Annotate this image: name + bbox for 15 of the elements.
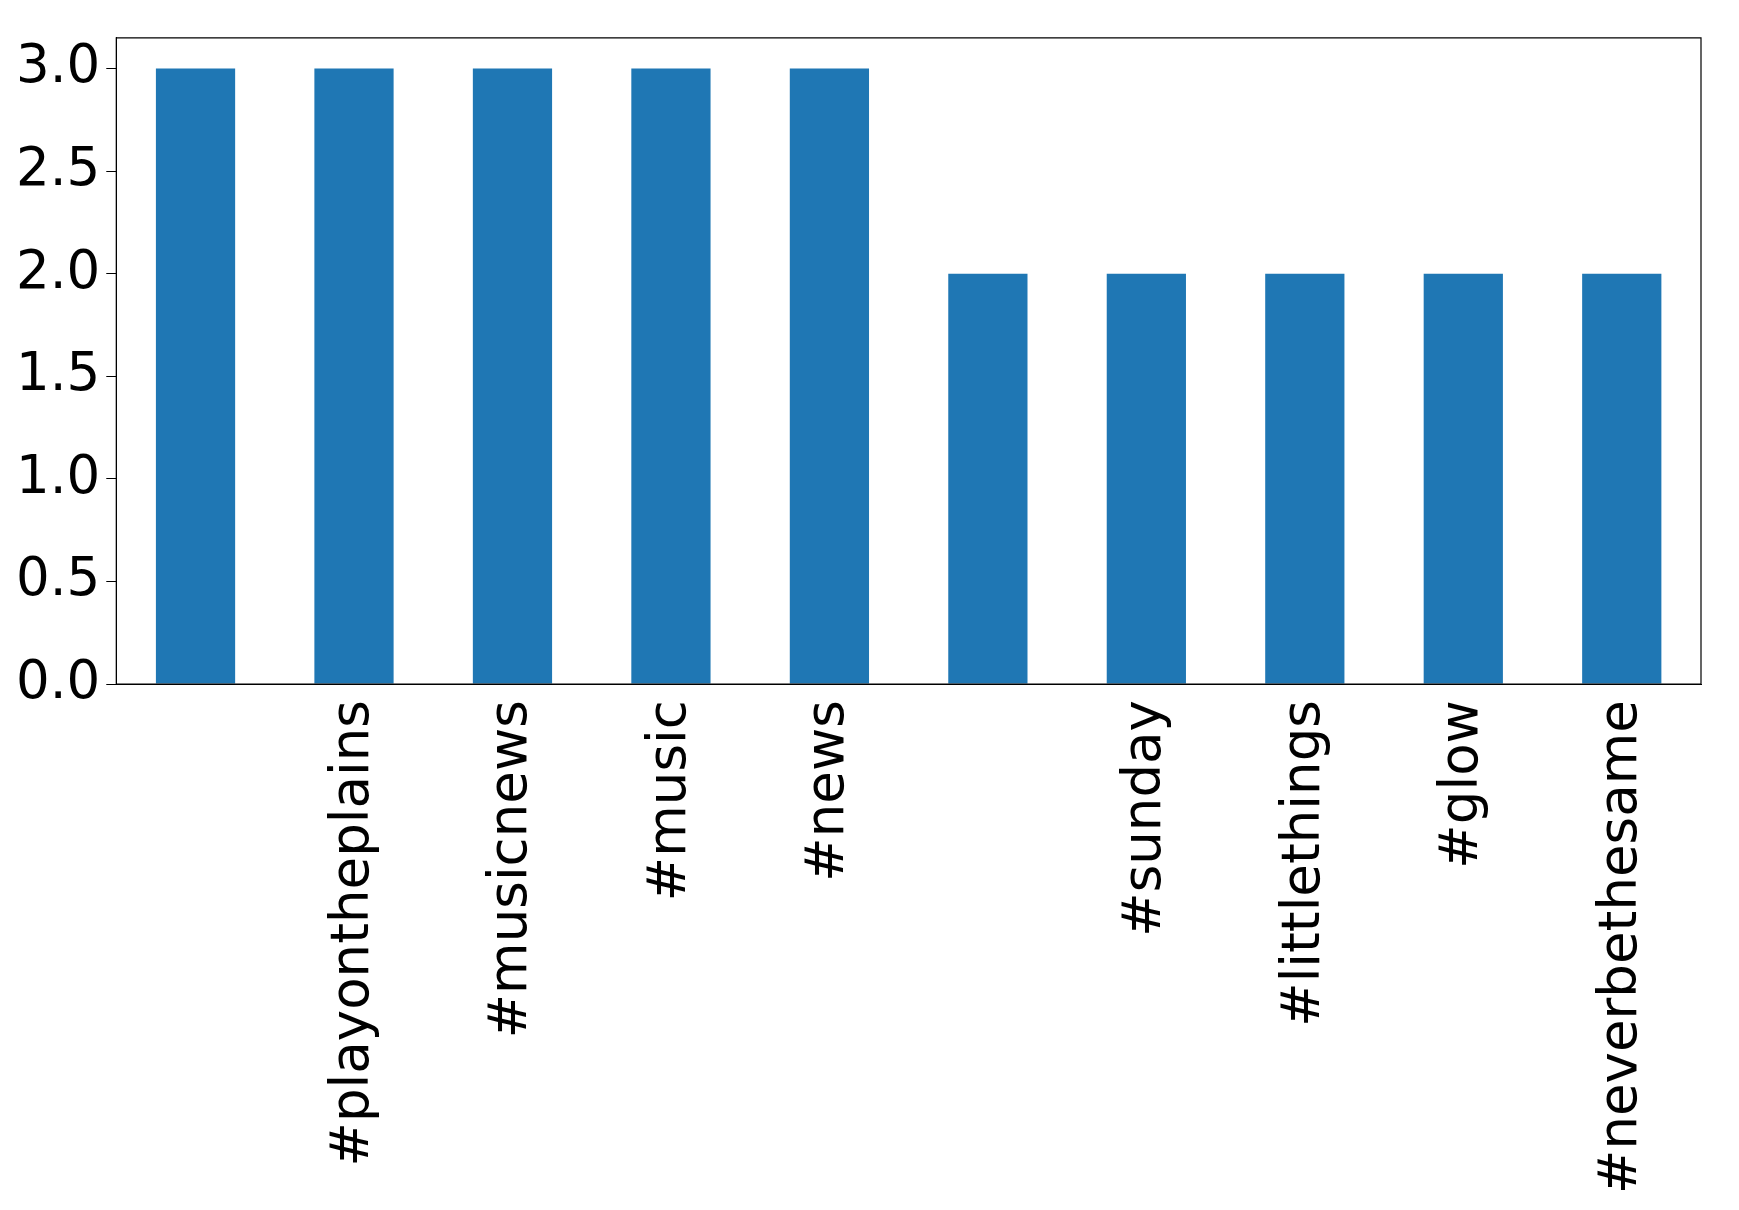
y-tick-label: 2.5 [15, 135, 101, 197]
x-tick-label: #glow [1428, 700, 1490, 869]
y-tick-label: 3.0 [15, 33, 101, 95]
x-tick-label: #news [794, 700, 856, 882]
x-tick-label: #littlethings [1269, 700, 1331, 1027]
x-tick-label: #musicnews [477, 700, 539, 1039]
x-tick-label: #sunday [1111, 700, 1173, 937]
y-tick-label: 1.0 [15, 443, 101, 505]
y-tick-label: 0.5 [15, 546, 101, 608]
y-tick-label: 2.0 [15, 238, 101, 300]
y-tick-label: 1.5 [15, 341, 101, 403]
x-tick-label: #neverbethesame [1586, 700, 1648, 1195]
x-tick-label: #music [635, 700, 697, 902]
x-tick-label: #playontheplains [318, 700, 380, 1167]
y-tick-label: 0.0 [15, 648, 101, 710]
